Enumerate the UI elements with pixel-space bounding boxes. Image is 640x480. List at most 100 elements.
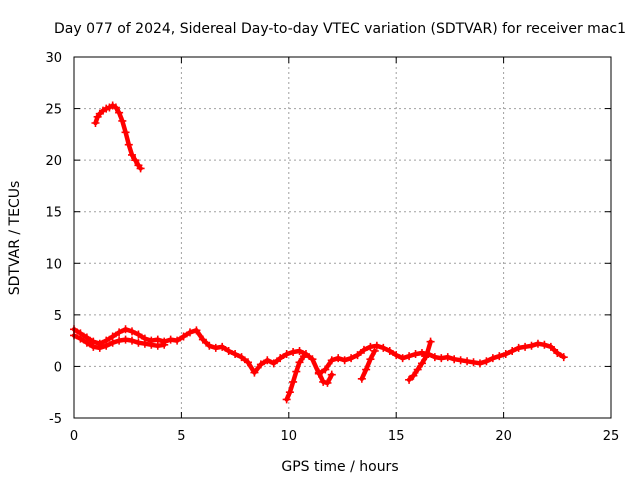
data-point (347, 354, 356, 363)
data-point (198, 335, 207, 344)
data-point (285, 388, 294, 397)
data-point (553, 349, 562, 358)
data-point (426, 337, 435, 346)
data-point (323, 378, 332, 387)
data-point (321, 365, 330, 374)
data-point (295, 346, 304, 355)
data-point (231, 350, 240, 359)
data-point (314, 368, 323, 377)
data-point (192, 326, 201, 335)
data-point (370, 346, 379, 355)
series-lower-trace (70, 331, 169, 352)
data-point (118, 116, 127, 125)
series-rise-near-13.8h (357, 346, 379, 383)
data-point (409, 371, 418, 380)
data-point (521, 342, 530, 351)
data-point (115, 108, 124, 117)
data-point (450, 355, 459, 364)
data-point (508, 346, 517, 355)
data-point (327, 356, 336, 365)
y-tick-label: 25 (45, 103, 62, 118)
data-point (256, 360, 265, 369)
y-tick-label: 20 (45, 154, 62, 169)
data-point (527, 341, 536, 350)
data-point (218, 342, 227, 351)
plot-frame (73, 56, 612, 419)
x-tick-label: 10 (281, 429, 298, 444)
data-point (179, 332, 188, 341)
series-dip-near-12.6h (314, 368, 336, 387)
data-point (334, 354, 343, 363)
axis-ticks: 0 5 10 15 20 25 -5 0 5 10 15 20 25 30 (45, 51, 619, 444)
data-point (147, 340, 156, 349)
grid-lines (74, 57, 611, 418)
data-point (546, 342, 555, 351)
data-point (327, 370, 336, 379)
data-point (413, 365, 422, 374)
data-point (469, 358, 478, 367)
data-point (385, 346, 394, 355)
data-point (95, 343, 104, 352)
series-line (71, 327, 566, 376)
data-point (379, 343, 388, 352)
data-point (121, 335, 130, 344)
data-point (91, 119, 100, 128)
y-tick-label: 30 (45, 51, 62, 66)
x-tick-label: 5 (177, 429, 185, 444)
data-point (269, 359, 278, 368)
data-point (292, 367, 301, 376)
data-point (353, 351, 362, 360)
series-spike-near-10h (282, 352, 308, 404)
data-point (134, 338, 143, 347)
data-point (282, 350, 291, 359)
data-point (437, 354, 446, 363)
y-tick-label: 15 (45, 206, 62, 221)
data-point (111, 103, 120, 112)
data-point (211, 343, 220, 352)
data-series (70, 101, 568, 404)
data-point (392, 351, 401, 360)
y-tick-label: 5 (54, 309, 62, 324)
y-tick-label: 0 (54, 360, 62, 375)
data-point (299, 352, 308, 361)
chart-title: Day 077 of 2024, Sidereal Day-to-day VTE… (54, 21, 626, 37)
data-point (289, 377, 298, 386)
data-point (276, 354, 285, 363)
data-point (115, 328, 124, 337)
data-point (140, 339, 149, 348)
data-point (89, 342, 98, 351)
data-point (357, 374, 366, 383)
data-point (475, 359, 484, 368)
data-point (463, 357, 472, 366)
data-point (121, 128, 130, 137)
data-point (127, 327, 136, 336)
data-point (131, 156, 140, 165)
data-point (160, 340, 169, 349)
series-line (93, 103, 143, 171)
data-point (417, 359, 426, 368)
data-point (173, 336, 182, 345)
data-point (405, 375, 414, 384)
series-upper-segment (91, 101, 145, 173)
data-point (124, 140, 133, 149)
data-point (108, 338, 117, 347)
series-rise-near-16h (405, 337, 435, 384)
data-point (205, 341, 214, 350)
y-tick-label: -5 (49, 412, 62, 427)
data-point (121, 325, 130, 334)
data-point (308, 355, 317, 364)
data-point (166, 335, 175, 344)
data-point (340, 356, 349, 365)
data-point (422, 352, 431, 361)
data-point (366, 355, 375, 364)
data-point (115, 336, 124, 345)
data-point (372, 341, 381, 350)
data-point (243, 358, 252, 367)
series-line (359, 348, 377, 382)
x-axis-label: GPS time / hours (281, 459, 398, 475)
data-point (289, 347, 298, 356)
data-point (127, 150, 136, 159)
x-tick-label: 0 (70, 429, 78, 444)
data-point (134, 330, 143, 339)
